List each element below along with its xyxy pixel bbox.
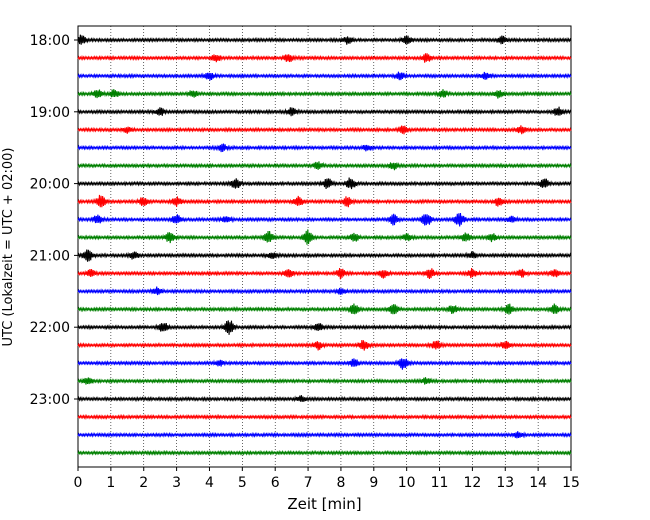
trace-line bbox=[77, 449, 572, 456]
x-tick-label: 12 bbox=[463, 475, 481, 491]
seismic-traces bbox=[77, 34, 572, 456]
x-tick-label: 5 bbox=[238, 475, 247, 491]
trace-line bbox=[77, 143, 572, 153]
y-tick-label: 21:00 bbox=[30, 248, 70, 264]
x-tick-label: 8 bbox=[336, 475, 345, 491]
x-tick-label: 7 bbox=[304, 475, 313, 491]
y-tick-label: 18:00 bbox=[30, 33, 70, 49]
x-tick-label: 11 bbox=[431, 475, 449, 491]
y-axis-label: UTC (Lokalzeit = UTC + 02:00) bbox=[1, 148, 16, 347]
trace-line bbox=[77, 106, 572, 117]
trace-line bbox=[77, 320, 572, 335]
plot-area bbox=[77, 25, 572, 468]
x-tick-label: 2 bbox=[139, 475, 148, 491]
x-axis-label: Zeit [min] bbox=[287, 495, 361, 513]
x-tick-label: 9 bbox=[369, 475, 378, 491]
trace-line bbox=[77, 125, 572, 135]
trace-line bbox=[77, 229, 572, 245]
y-tick-label: 23:00 bbox=[30, 392, 70, 408]
x-tick-label: 6 bbox=[271, 475, 280, 491]
x-tick-label: 13 bbox=[496, 475, 514, 491]
y-tick-label: 19:00 bbox=[30, 105, 70, 121]
x-tick-label: 14 bbox=[529, 475, 547, 491]
trace-line bbox=[77, 303, 572, 315]
trace-line bbox=[77, 71, 572, 81]
trace-line bbox=[77, 161, 572, 171]
y-axis-ticks: 18:00 19:00 20:00 21:00 22:00 23:00 bbox=[30, 33, 78, 408]
x-tick-label: 0 bbox=[74, 475, 83, 491]
trace-line bbox=[77, 286, 572, 296]
x-tick-label: 15 bbox=[562, 475, 580, 491]
plot-frame bbox=[77, 25, 572, 468]
trace-line bbox=[77, 177, 572, 190]
trace-line bbox=[77, 413, 572, 421]
trace-line bbox=[77, 395, 572, 403]
trace-line bbox=[77, 212, 572, 227]
x-tick-label: 1 bbox=[106, 475, 115, 491]
trace-line bbox=[77, 340, 572, 351]
x-tick-label: 4 bbox=[205, 475, 214, 491]
trace-line bbox=[77, 431, 572, 439]
trace-line bbox=[77, 358, 572, 370]
x-axis-ticks: 0 1 2 3 4 5 6 7 8 9 10 11 12 13 14 15 bbox=[74, 467, 580, 491]
trace-line bbox=[77, 249, 572, 262]
y-tick-label: 22:00 bbox=[30, 320, 70, 336]
trace-line bbox=[77, 377, 572, 385]
trace-line bbox=[77, 267, 572, 280]
trace-line bbox=[77, 89, 572, 99]
x-tick-label: 3 bbox=[172, 475, 181, 491]
trace-line bbox=[77, 194, 572, 208]
x-tick-label: 10 bbox=[398, 475, 416, 491]
y-tick-label: 20:00 bbox=[30, 177, 70, 193]
trace-line bbox=[77, 34, 572, 45]
trace-line bbox=[77, 53, 572, 63]
